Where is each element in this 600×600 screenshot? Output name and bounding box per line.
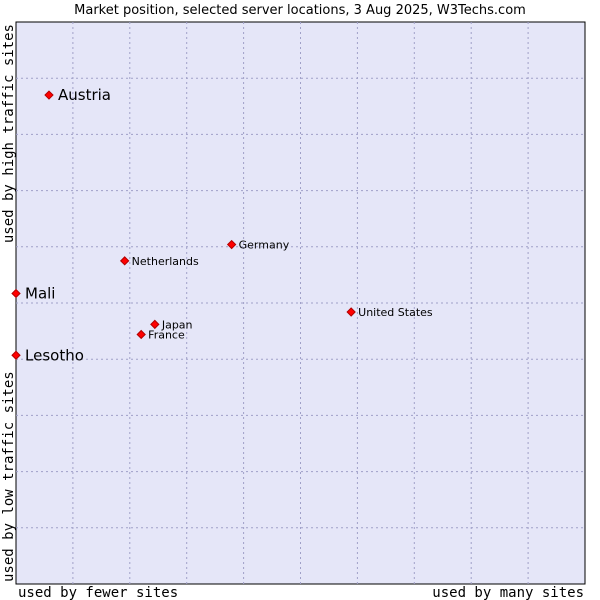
point-label-austria: Austria [58, 86, 111, 104]
chart-title: Market position, selected server locatio… [74, 3, 526, 18]
point-label-lesotho: Lesotho [25, 346, 84, 364]
point-marker-united-states [346, 307, 356, 317]
point-label-japan: Japan [161, 318, 193, 331]
point-marker-mali [11, 288, 21, 299]
point-marker-japan [150, 319, 160, 330]
point-marker-lesotho [11, 350, 21, 360]
point-france: France [136, 328, 185, 341]
point-label-united-states: United States [358, 306, 433, 319]
point-lesotho: Lesotho [11, 346, 84, 364]
point-mali: Mali [11, 284, 55, 302]
point-label-france: France [148, 328, 185, 341]
point-marker-netherlands [119, 256, 130, 266]
point-japan: Japan [150, 318, 193, 331]
y-axis-label-top: used by high traffic sites [1, 24, 17, 243]
data-points: Austria Mali Lesotho Germany Netherlands Unit… [11, 86, 433, 364]
point-netherlands: Netherlands [119, 255, 199, 268]
x-axis-label-left: used by fewer sites [18, 585, 178, 600]
point-marker-france [136, 329, 146, 340]
grid-lines [16, 22, 585, 584]
x-axis-label-right: used by many sites [432, 585, 584, 600]
point-marker-austria [44, 90, 54, 100]
point-germany: Germany [226, 239, 290, 252]
point-marker-germany [226, 239, 237, 250]
point-austria: Austria [44, 86, 111, 104]
point-label-mali: Mali [25, 284, 55, 302]
point-label-netherlands: Netherlands [132, 255, 199, 268]
y-axis-label-bottom: used by low traffic sites [1, 371, 17, 582]
point-label-germany: Germany [239, 239, 290, 252]
point-united-states: United States [346, 306, 433, 319]
